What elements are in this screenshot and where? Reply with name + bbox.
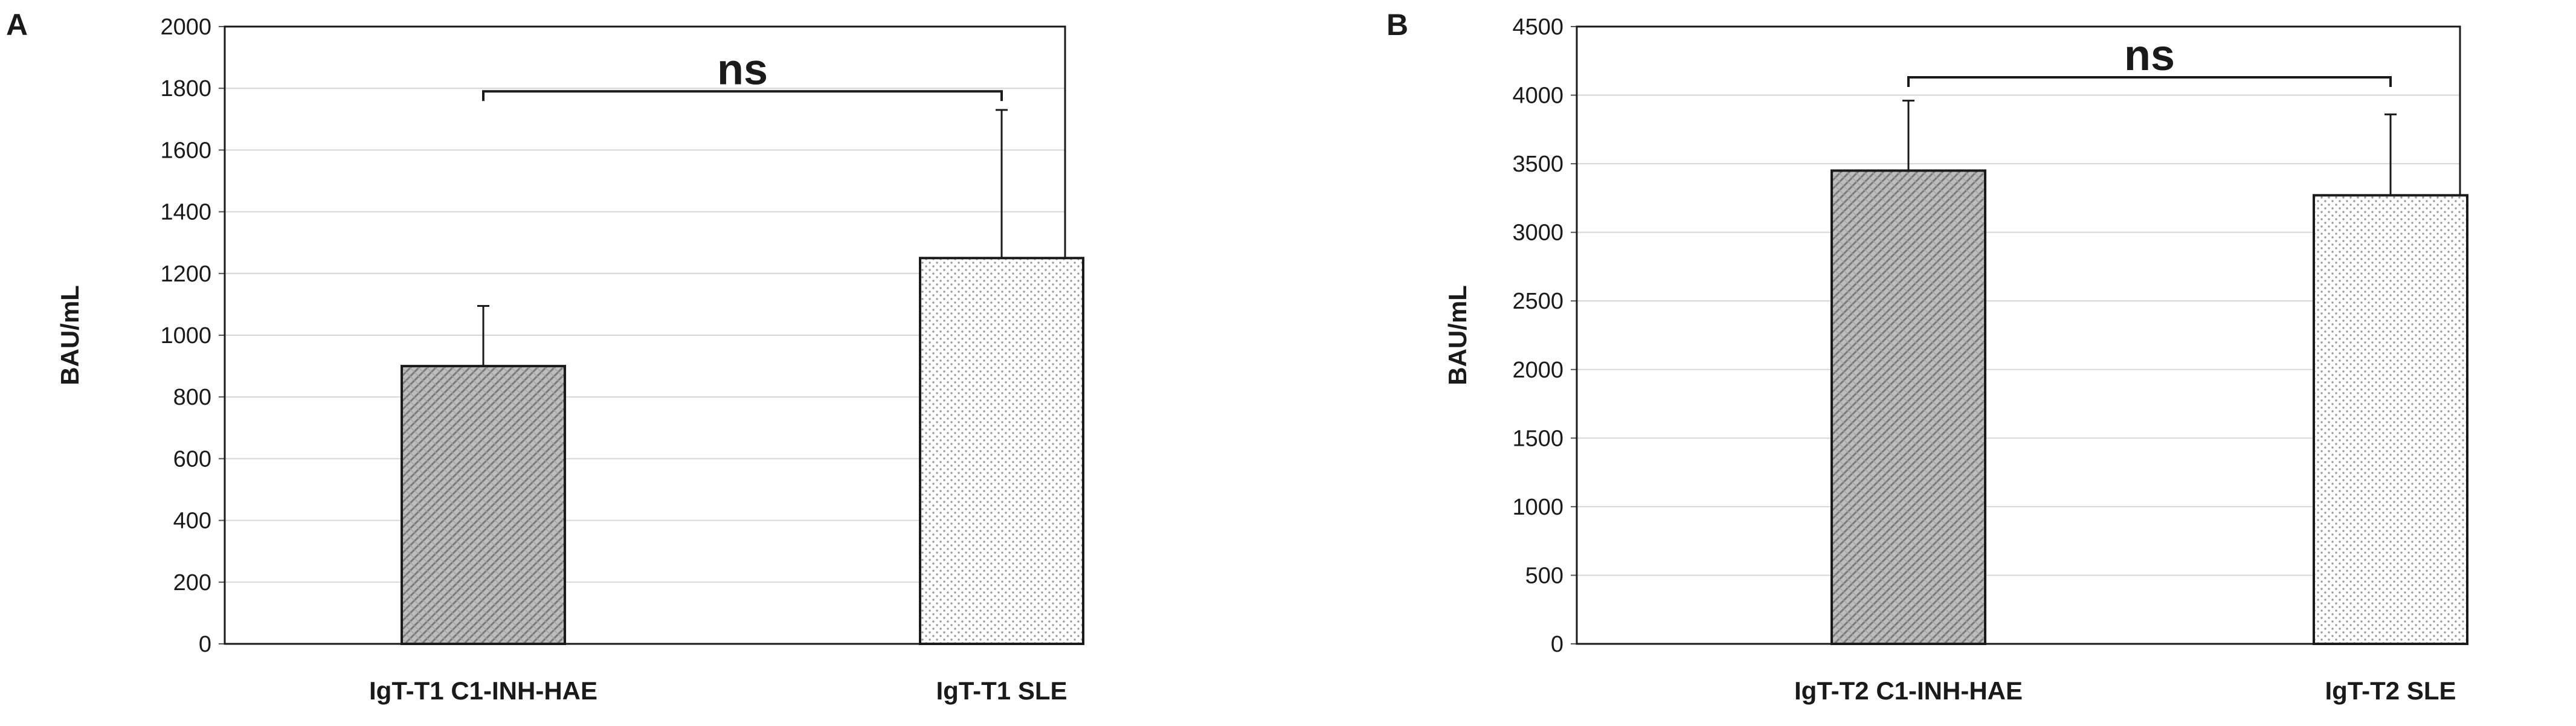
y-tick-label: 1800 — [160, 76, 211, 101]
significance-label: ns — [717, 45, 768, 94]
y-tick-label: 3000 — [1512, 220, 1563, 246]
significance-label: ns — [2124, 31, 2175, 80]
category-label: IgT-T1 C1-INH-HAE — [369, 676, 597, 705]
y-tick-label: 1600 — [160, 138, 211, 163]
y-tick-label: 1400 — [160, 200, 211, 225]
y-tick-label: 1500 — [1512, 426, 1563, 451]
y-axis-label: BAU/mL — [1443, 285, 1472, 385]
significance-bracket — [482, 90, 1003, 101]
bar — [919, 257, 1084, 645]
y-tick-label: 400 — [173, 509, 211, 534]
panel-letter: B — [1386, 8, 1408, 42]
chart-panel-b: B 0 500 1000 1500 2000 2500 3000 3500 4000 4500 BAU… — [1386, 8, 2468, 705]
y-tick-label: 2000 — [160, 14, 211, 40]
y-tick-label: 1000 — [1512, 495, 1563, 520]
y-tick-label: 0 — [199, 632, 211, 657]
y-tick-label: 4000 — [1512, 83, 1563, 109]
bar — [401, 365, 566, 645]
y-tick-label: 500 — [1525, 563, 1563, 588]
y-tick-label: 200 — [173, 570, 211, 596]
category-label: IgT-T2 SLE — [2325, 676, 2456, 705]
y-tick-label: 600 — [173, 446, 211, 472]
y-tick-label: 0 — [1551, 632, 1563, 657]
chart-panel-a: A 0 200 400 600 800 1000 1200 1400 1600 1800 2000 BA… — [6, 8, 1084, 705]
category-label: IgT-T1 SLE — [936, 676, 1067, 705]
y-tick-label: 1000 — [160, 323, 211, 349]
y-tick-label: 800 — [173, 385, 211, 410]
y-tick-label: 3500 — [1512, 152, 1563, 177]
panel-letter: A — [6, 8, 28, 42]
y-tick-label: 1200 — [160, 262, 211, 287]
significance-bracket — [1907, 76, 2392, 88]
y-tick-label: 2500 — [1512, 289, 1563, 314]
bar — [1831, 169, 1986, 645]
y-tick-label: 4500 — [1512, 14, 1563, 40]
bar — [2313, 194, 2468, 645]
category-label: IgT-T2 C1-INH-HAE — [1794, 676, 2023, 705]
y-axis-label: BAU/mL — [56, 285, 84, 385]
y-tick-label: 2000 — [1512, 358, 1563, 383]
